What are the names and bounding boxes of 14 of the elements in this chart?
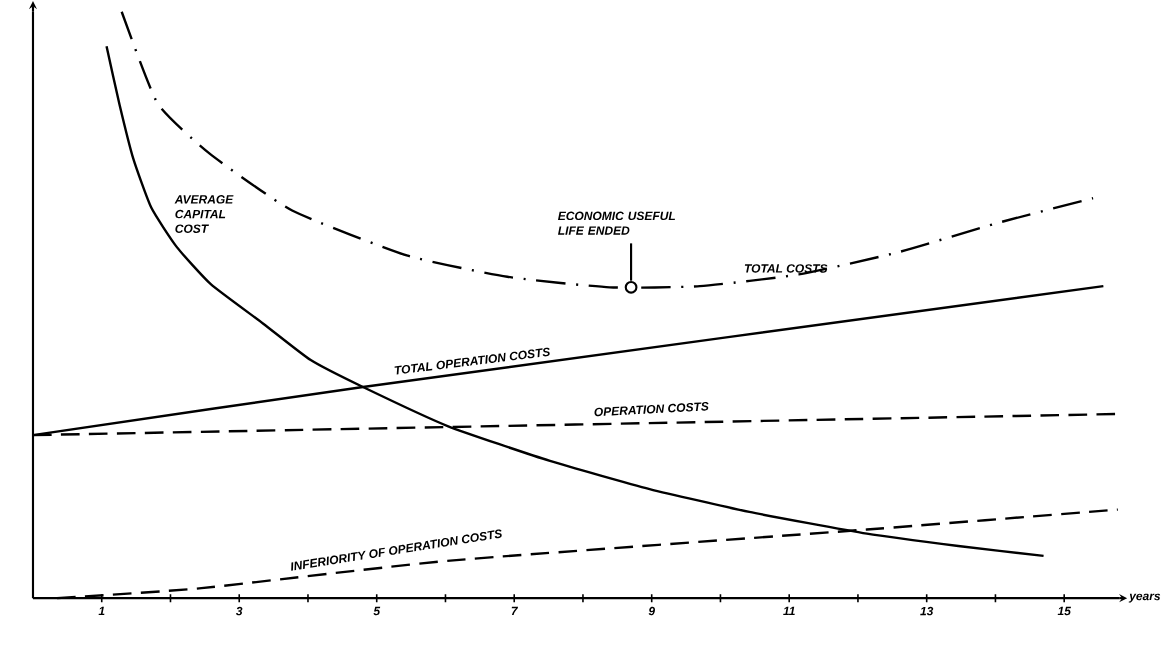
text: TOTAL OPERATION COSTS [394, 347, 550, 375]
x-axis-title: years [1128, 593, 1161, 603]
x-tick-label: 5 [373, 606, 381, 616]
x-tick-label: 1 [98, 606, 105, 616]
x-tick-label: 13 [920, 606, 934, 616]
series-label: OPERATION COSTS [594, 402, 709, 417]
series-label: AVERAGE CAPITAL COST [174, 195, 234, 233]
x-tick-label: 15 [1057, 606, 1071, 616]
x-tick-label: 11 [783, 606, 795, 616]
annotation: ECONOMIC USEFUL LIFE ENDED [557, 211, 676, 235]
text: INFERIORITY OF OPERATION COSTS [291, 529, 502, 571]
x-tick-label: 3 [235, 606, 243, 616]
x-tick-label: 7 [511, 606, 519, 616]
x-tick-label: 9 [648, 606, 655, 616]
